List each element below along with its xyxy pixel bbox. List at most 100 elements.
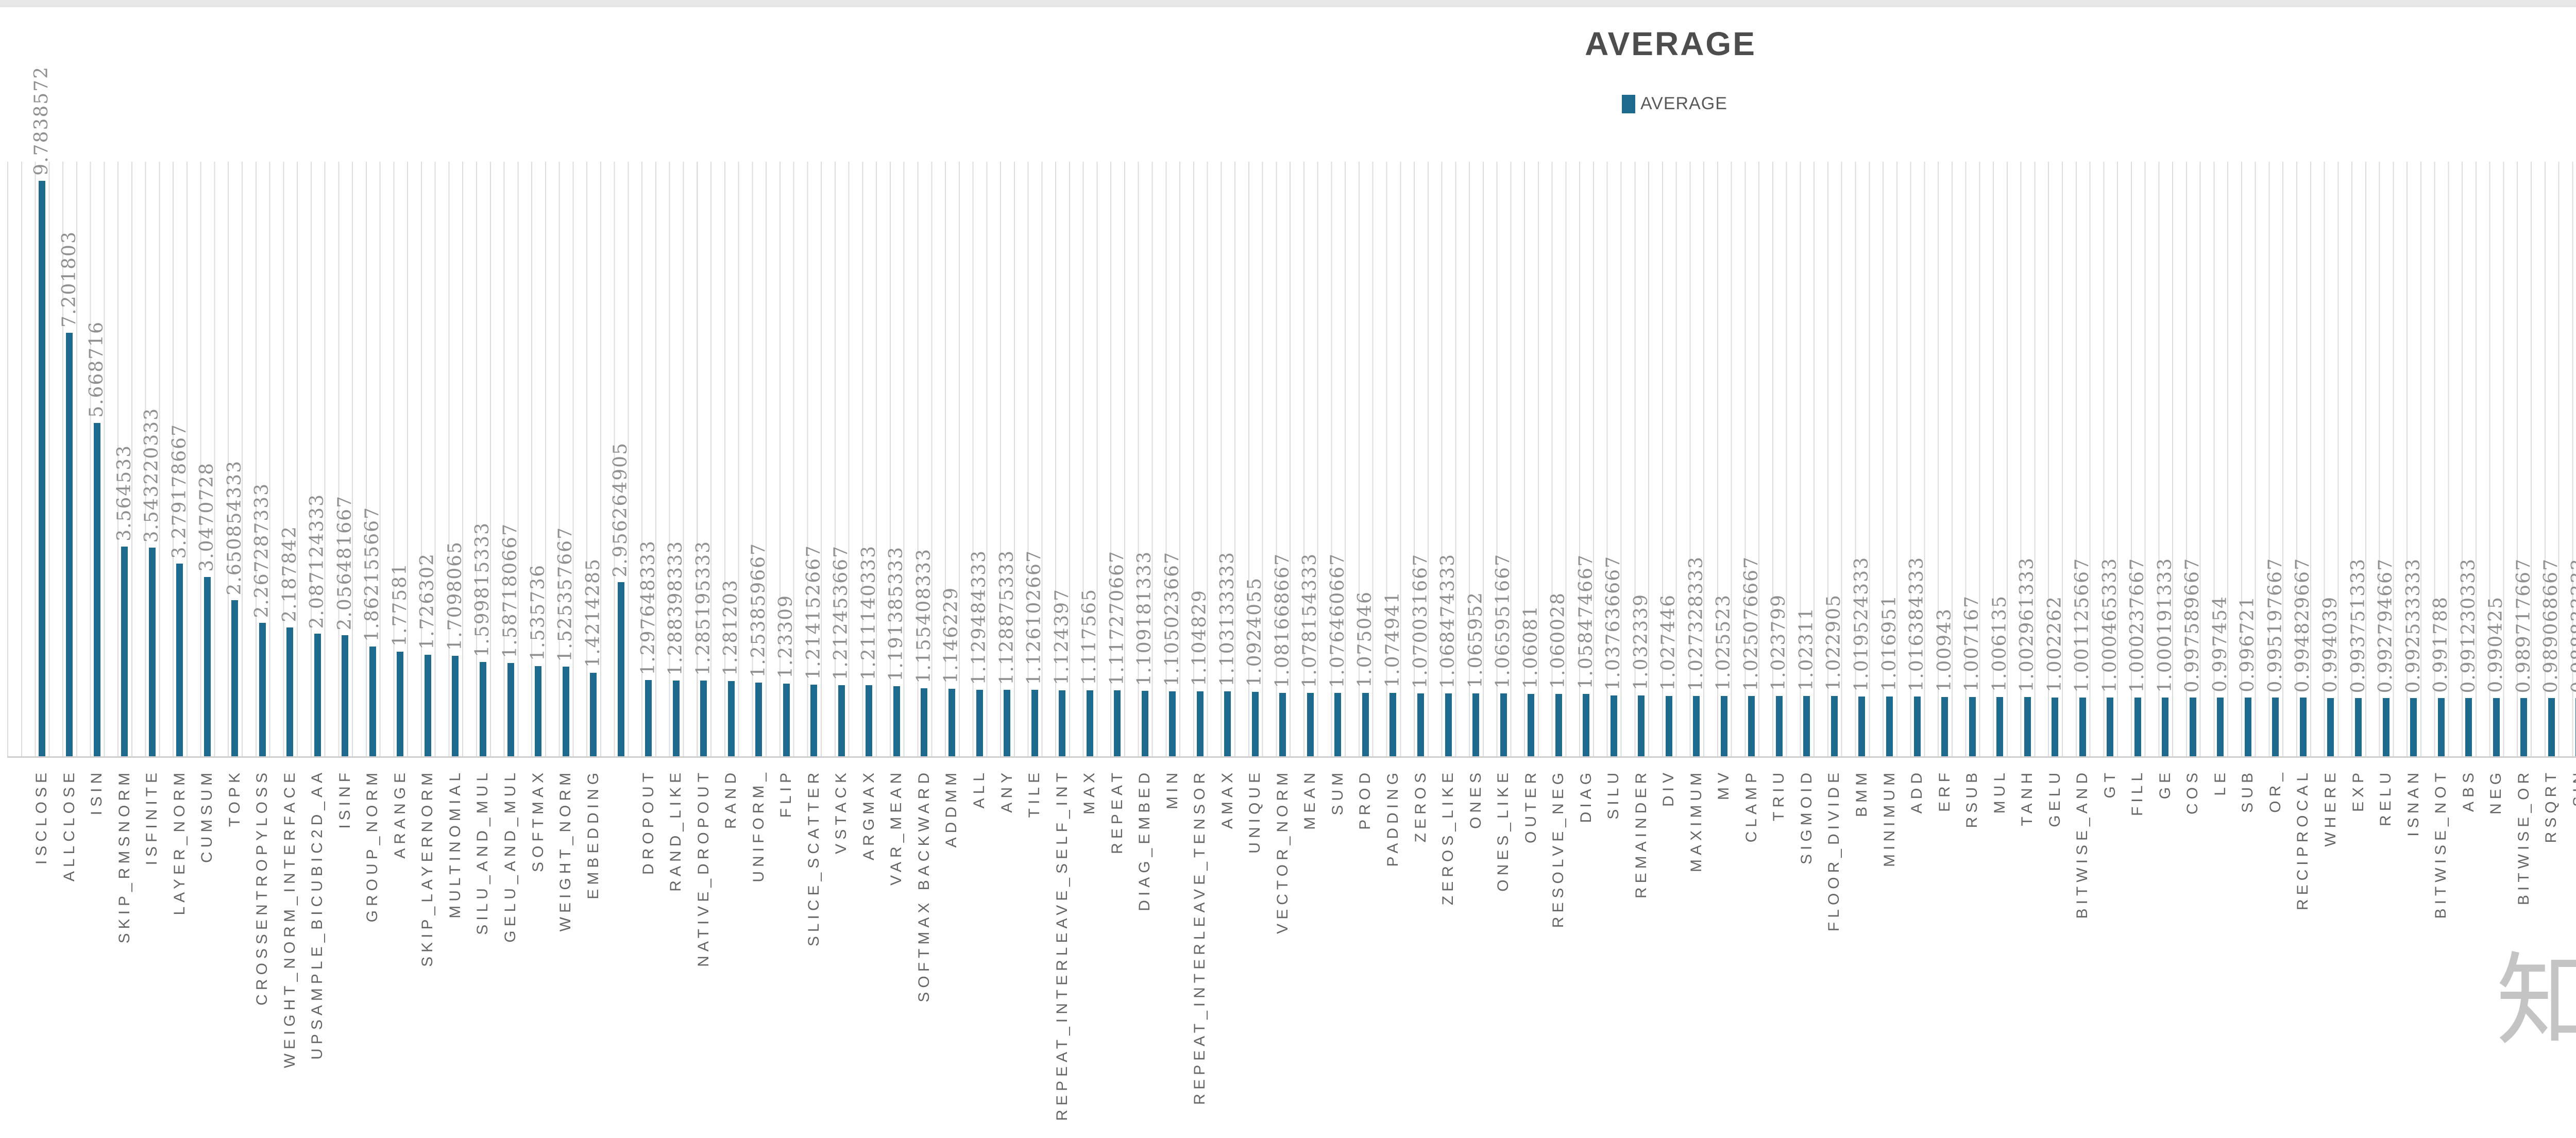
- bar: [948, 689, 955, 756]
- bar: [1748, 696, 1755, 756]
- bar-value-label: 0.992533333: [2402, 557, 2424, 693]
- bar: [1362, 693, 1369, 756]
- bar: [1114, 690, 1121, 756]
- bar-value-label: 1.070031667: [1410, 553, 1431, 689]
- bar: [2079, 698, 2086, 756]
- category-label: CROSSENTROPYLOSS: [253, 769, 271, 1006]
- bar: [976, 690, 983, 756]
- category-label: RAND: [722, 769, 740, 829]
- bar: [1996, 697, 2004, 756]
- bar-value-label: 1.037636667: [1603, 555, 1624, 691]
- category-label: DIAG_EMBED: [1136, 769, 1154, 911]
- category-label: GELU: [2046, 769, 2063, 827]
- bar-value-label: 0.994829667: [2292, 557, 2314, 693]
- legend: AVERAGE: [1622, 94, 1727, 114]
- bar: [1528, 694, 1535, 756]
- bar: [369, 647, 376, 756]
- bar: [176, 564, 183, 756]
- bar: [507, 663, 514, 756]
- bar-value-label: 1.253859667: [748, 542, 769, 678]
- bar-value-label: 1.0924055: [1244, 577, 1266, 687]
- bar-value-label: 3.543220333: [141, 407, 163, 543]
- plot-gridlines: [7, 162, 2576, 756]
- category-label: ALL: [971, 769, 988, 809]
- bar-value-label: 0.994039: [2319, 596, 2341, 693]
- bar: [2162, 698, 2169, 756]
- bar-value-label: 1.019524333: [1851, 556, 1872, 692]
- bar: [2052, 698, 2059, 756]
- category-label: EMBEDDING: [584, 769, 602, 899]
- bar-value-label: 1.7098065: [444, 541, 466, 651]
- category-label: ONES_LIKE: [1495, 769, 1512, 892]
- bar-value-label: 1.025523: [1713, 594, 1735, 691]
- bar: [314, 634, 321, 756]
- category-label: ALLCLOSE: [60, 769, 78, 882]
- bar-value-label: 1.599815333: [472, 521, 494, 657]
- bar: [2548, 698, 2555, 756]
- bar: [259, 623, 266, 756]
- bar: [2189, 698, 2196, 756]
- bar-value-label: 1.065951667: [1493, 553, 1514, 689]
- category-label: LE: [2211, 769, 2229, 796]
- bar: [590, 673, 597, 756]
- category-label: DROPOUT: [639, 769, 657, 875]
- bar-value-label: 1.022905: [1823, 594, 1845, 691]
- category-label: BITWISE_OR: [2515, 769, 2532, 906]
- bar: [893, 686, 900, 756]
- bar-value-label: 1.016951: [1878, 595, 1900, 691]
- category-label: SILU: [1605, 769, 1622, 820]
- bar-value-label: 1.726302: [417, 553, 438, 650]
- bar-value-label: 1.027446: [1658, 594, 1680, 691]
- bar: [1913, 697, 1921, 756]
- category-label: WEIGHT_NORM_INTERFACE: [281, 769, 298, 1068]
- bar-value-label: 1.214152667: [803, 544, 824, 680]
- bar: [866, 685, 873, 756]
- bar: [2244, 698, 2251, 756]
- bar: [1693, 696, 1700, 756]
- category-label: COS: [2184, 769, 2201, 815]
- x-axis-line: [7, 756, 2576, 758]
- bar: [1858, 697, 1866, 756]
- bar: [231, 600, 239, 756]
- bar: [148, 548, 156, 756]
- bar-value-label: 0.991230333: [2458, 557, 2479, 693]
- category-label: UNIFORM_: [750, 769, 767, 882]
- bar-value-label: 1.117565: [1079, 588, 1100, 685]
- category-label: DIAG: [1577, 769, 1595, 823]
- category-label: VSTACK: [833, 769, 850, 854]
- category-label: ARANGE: [391, 769, 409, 859]
- bar: [1775, 696, 1783, 756]
- bar: [1004, 690, 1011, 756]
- category-label: SLICE_SCATTER: [805, 769, 822, 947]
- bar-value-label: 1.023799: [1768, 594, 1790, 691]
- bar: [2024, 697, 2031, 756]
- bar-value-label: 1.191385333: [886, 546, 907, 682]
- bar: [2272, 698, 2279, 756]
- bar: [1583, 694, 1590, 756]
- bar-value-label: 1.002961333: [2016, 556, 2038, 692]
- category-label: ADD: [1908, 769, 1926, 814]
- category-label: ADDMM: [943, 769, 960, 848]
- bar-value-label: 0.992794667: [2375, 557, 2397, 693]
- bar: [1555, 694, 1562, 756]
- category-label: LAYER_NORM: [171, 769, 188, 915]
- category-label: SUB: [2239, 769, 2257, 813]
- bar: [1031, 690, 1038, 756]
- bar-value-label: 1.076460667: [1327, 552, 1348, 688]
- category-label: ZEROS: [1412, 769, 1429, 843]
- bar: [755, 683, 762, 756]
- category-label: TRIU: [1770, 769, 1788, 821]
- chart-title: AVERAGE: [1585, 25, 1756, 62]
- category-label: BMM: [1853, 769, 1870, 817]
- category-label: SIN: [2570, 769, 2576, 807]
- bar-value-label: 1.075046: [1354, 591, 1376, 688]
- bar: [1610, 695, 1617, 756]
- bar-value-label: 1.025076667: [1740, 555, 1762, 691]
- bar: [1169, 691, 1176, 756]
- category-label: SILU_AND_MUL: [474, 769, 492, 935]
- bar: [38, 181, 45, 756]
- category-label: FILL: [2129, 769, 2146, 817]
- bar: [1307, 693, 1314, 756]
- category-label: PROD: [1357, 769, 1374, 830]
